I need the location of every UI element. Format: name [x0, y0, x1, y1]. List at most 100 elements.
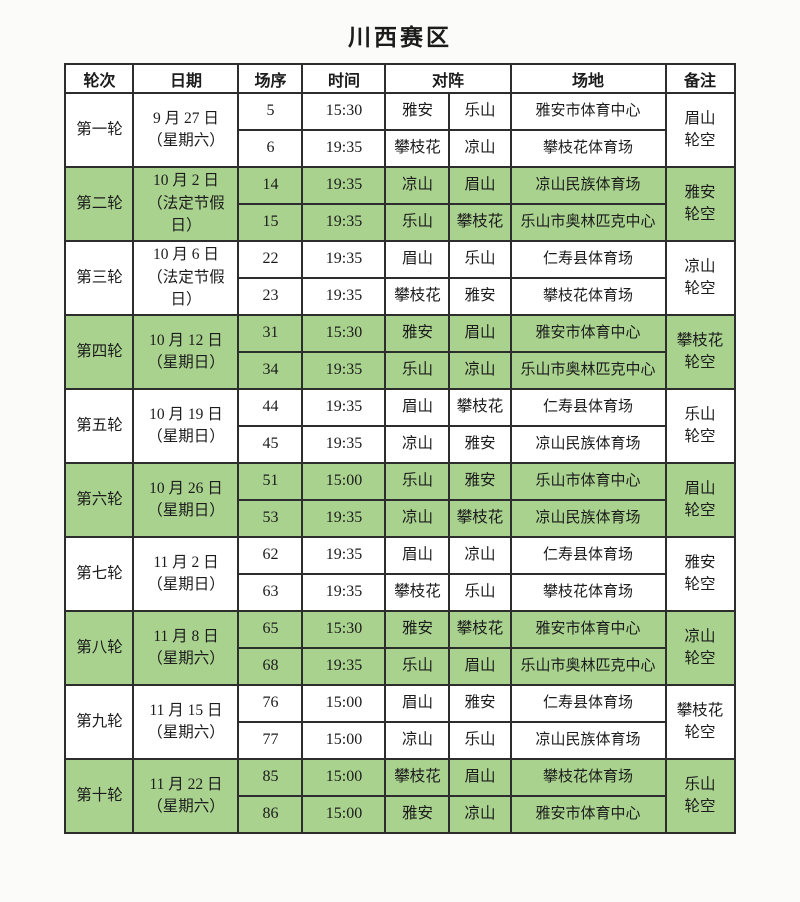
match-row: 86 15:00 雅安 凉山 雅安市体育中心 [65, 795, 734, 834]
home-team-cell: 眉山 [384, 536, 451, 575]
date-cell: 11 月 8 日（星期六） [132, 610, 240, 686]
bye-note-cell: 凉山 轮空 [664, 240, 736, 316]
round-cell: 第七轮 [64, 536, 135, 612]
venue-cell: 雅安市体育中心 [509, 314, 667, 353]
time-cell: 19:35 [301, 277, 387, 316]
away-team-cell: 攀枝花 [448, 388, 512, 427]
away-team-cell: 乐山 [448, 573, 512, 612]
time-cell: 19:35 [301, 499, 387, 538]
match-no-cell: 22 [237, 240, 304, 279]
venue-cell: 雅安市体育中心 [509, 795, 667, 834]
home-team-cell: 凉山 [384, 499, 451, 538]
match-no-cell: 77 [237, 721, 304, 760]
bye-note-cell: 雅安 轮空 [664, 166, 736, 242]
away-team-cell: 凉山 [448, 351, 512, 390]
match-row: 第十轮 11 月 22 日（星期六） 85 15:00 攀枝花 眉山 攀枝花体育场 乐山 轮空 [64, 758, 736, 834]
venue-cell: 乐山市奥林匹克中心 [509, 647, 667, 686]
time-cell: 15:00 [301, 758, 387, 797]
date-cell: 9 月 27 日（星期六） [132, 92, 240, 168]
header-round: 轮次 [64, 63, 135, 94]
match-row: 6 19:35 攀枝花 凉山 攀枝花体育场 [65, 129, 734, 168]
date-cell: 11 月 15 日（星期六） [132, 684, 240, 760]
time-cell: 19:35 [301, 166, 387, 205]
header-matchup: 对阵 [384, 63, 512, 94]
match-no-cell: 51 [237, 462, 304, 501]
match-no-cell: 63 [237, 573, 304, 612]
away-team-cell: 眉山 [448, 758, 512, 797]
time-cell: 19:35 [301, 240, 387, 279]
venue-cell: 凉山民族体育场 [509, 166, 667, 205]
date-cell: 10 月 12 日（星期日） [132, 314, 240, 390]
match-no-cell: 65 [237, 610, 304, 649]
match-row: 第七轮 11 月 2 日（星期日） 62 19:35 眉山 凉山 仁寿县体育场 雅安 轮空 [64, 536, 736, 612]
time-cell: 15:00 [301, 684, 387, 723]
round-cell: 第四轮 [64, 314, 135, 390]
venue-cell: 乐山市奥林匹克中心 [509, 351, 667, 390]
home-team-cell: 乐山 [384, 647, 451, 686]
time-cell: 15:00 [301, 795, 387, 834]
match-no-cell: 86 [237, 795, 304, 834]
match-no-cell: 45 [237, 425, 304, 464]
match-no-cell: 14 [237, 166, 304, 205]
match-row: 第五轮 10 月 19 日（星期日） 44 19:35 眉山 攀枝花 仁寿县体育场 乐山 轮空 [64, 388, 736, 464]
schedule-body: 第一轮 9 月 27 日（星期六） 5 15:30 雅安 乐山 雅安市体育中心 眉山 轮空 6 19… [64, 92, 736, 834]
time-cell: 15:00 [301, 462, 387, 501]
away-team-cell: 凉山 [448, 536, 512, 575]
header-time: 时间 [301, 63, 387, 94]
home-team-cell: 乐山 [384, 462, 451, 501]
bye-note-cell: 攀枝花 轮空 [664, 684, 736, 760]
bye-note-cell: 凉山 轮空 [664, 610, 736, 686]
away-team-cell: 乐山 [448, 92, 512, 131]
time-cell: 19:35 [301, 351, 387, 390]
away-team-cell: 眉山 [448, 314, 512, 353]
time-cell: 19:35 [301, 573, 387, 612]
round-cell: 第八轮 [64, 610, 135, 686]
round-cell: 第一轮 [64, 92, 135, 168]
away-team-cell: 攀枝花 [448, 610, 512, 649]
match-row: 第八轮 11 月 8 日（星期六） 65 15:30 雅安 攀枝花 雅安市体育中心 凉山 轮空 [64, 610, 736, 686]
venue-cell: 凉山民族体育场 [509, 499, 667, 538]
round-cell: 第二轮 [64, 166, 135, 242]
home-team-cell: 雅安 [384, 92, 451, 131]
time-cell: 19:35 [301, 536, 387, 575]
match-no-cell: 15 [237, 203, 304, 242]
away-team-cell: 眉山 [448, 166, 512, 205]
match-no-cell: 6 [237, 129, 304, 168]
home-team-cell: 攀枝花 [384, 758, 451, 797]
bye-note-cell: 雅安 轮空 [664, 536, 736, 612]
home-team-cell: 攀枝花 [384, 129, 451, 168]
match-row: 34 19:35 乐山 凉山 乐山市奥林匹克中心 [65, 351, 734, 390]
home-team-cell: 凉山 [384, 425, 451, 464]
venue-cell: 凉山民族体育场 [509, 721, 667, 760]
match-row: 第九轮 11 月 15 日（星期六） 76 15:00 眉山 雅安 仁寿县体育场 攀枝花 轮空 [64, 684, 736, 760]
match-no-cell: 68 [237, 647, 304, 686]
header-row: 轮次 日期 场序 时间 对阵 场地 备注 [64, 63, 736, 94]
match-row: 15 19:35 乐山 攀枝花 乐山市奥林匹克中心 [65, 203, 734, 242]
match-no-cell: 53 [237, 499, 304, 538]
date-cell: 11 月 22 日（星期六） [132, 758, 240, 834]
away-team-cell: 雅安 [448, 425, 512, 464]
home-team-cell: 凉山 [384, 721, 451, 760]
header-venue: 场地 [509, 63, 667, 94]
venue-cell: 仁寿县体育场 [509, 536, 667, 575]
away-team-cell: 攀枝花 [448, 203, 512, 242]
home-team-cell: 雅安 [384, 795, 451, 834]
home-team-cell: 凉山 [384, 166, 451, 205]
time-cell: 15:30 [301, 610, 387, 649]
match-row: 第四轮 10 月 12 日（星期日） 31 15:30 雅安 眉山 雅安市体育中心 攀枝花 轮空 [64, 314, 736, 390]
match-no-cell: 44 [237, 388, 304, 427]
away-team-cell: 攀枝花 [448, 499, 512, 538]
venue-cell: 仁寿县体育场 [509, 240, 667, 279]
home-team-cell: 乐山 [384, 203, 451, 242]
match-no-cell: 23 [237, 277, 304, 316]
round-cell: 第九轮 [64, 684, 135, 760]
bye-note-cell: 眉山 轮空 [664, 462, 736, 538]
match-row: 第一轮 9 月 27 日（星期六） 5 15:30 雅安 乐山 雅安市体育中心 眉山 轮空 [64, 92, 736, 168]
bye-note-cell: 乐山 轮空 [664, 758, 736, 834]
match-no-cell: 34 [237, 351, 304, 390]
away-team-cell: 雅安 [448, 462, 512, 501]
venue-cell: 雅安市体育中心 [509, 610, 667, 649]
match-no-cell: 76 [237, 684, 304, 723]
match-row: 第三轮 10 月 6 日（法定节假日） 22 19:35 眉山 乐山 仁寿县体育场 凉山 轮空 [64, 240, 736, 316]
venue-cell: 凉山民族体育场 [509, 425, 667, 464]
